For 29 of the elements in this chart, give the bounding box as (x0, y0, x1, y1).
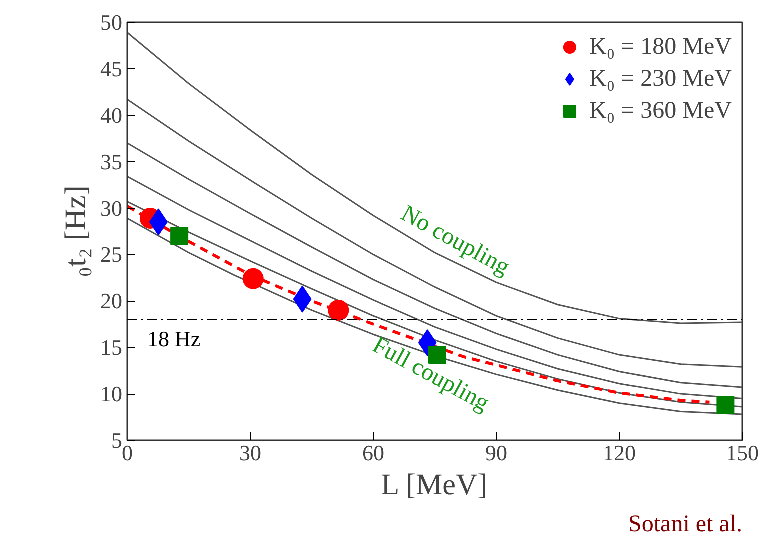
x-tick-label: 60 (362, 440, 384, 466)
x-tick-label: 90 (486, 440, 508, 466)
y-tick-label: 35 (100, 149, 122, 174)
y-tick-label: 50 (100, 10, 122, 35)
y-tick-label: 5 (112, 428, 122, 453)
point (242, 268, 264, 290)
x-axis-title: L [MeV] (381, 468, 488, 502)
y-axis-title: ₀t₂ [Hz] (60, 186, 92, 278)
x-tick-label: 120 (603, 440, 636, 466)
x-tick-label: 30 (240, 440, 262, 466)
legend-label: K₀ = 180 MeV (589, 32, 732, 62)
point (170, 227, 189, 246)
x-tick-label: 150 (726, 440, 759, 466)
ref-line-label: 18 Hz (148, 326, 201, 352)
y-tick-label: 15 (100, 335, 122, 360)
y-tick-label: 25 (100, 242, 122, 268)
legend-label: K₀ = 230 MeV (589, 64, 732, 94)
point (328, 300, 350, 321)
y-tick-label: 30 (100, 196, 122, 221)
x-tick-label: 0 (122, 440, 133, 466)
y-tick-label: 10 (100, 382, 122, 407)
y-tick-label: 20 (100, 288, 122, 314)
y-tick-label: 40 (100, 102, 122, 128)
line-series (128, 32, 742, 324)
text: Sotani et al. (628, 512, 743, 538)
point (716, 396, 735, 414)
point (428, 346, 446, 364)
legend-label: K₀ = 360 MeV (589, 96, 732, 126)
y-tick-label: 45 (100, 56, 122, 82)
